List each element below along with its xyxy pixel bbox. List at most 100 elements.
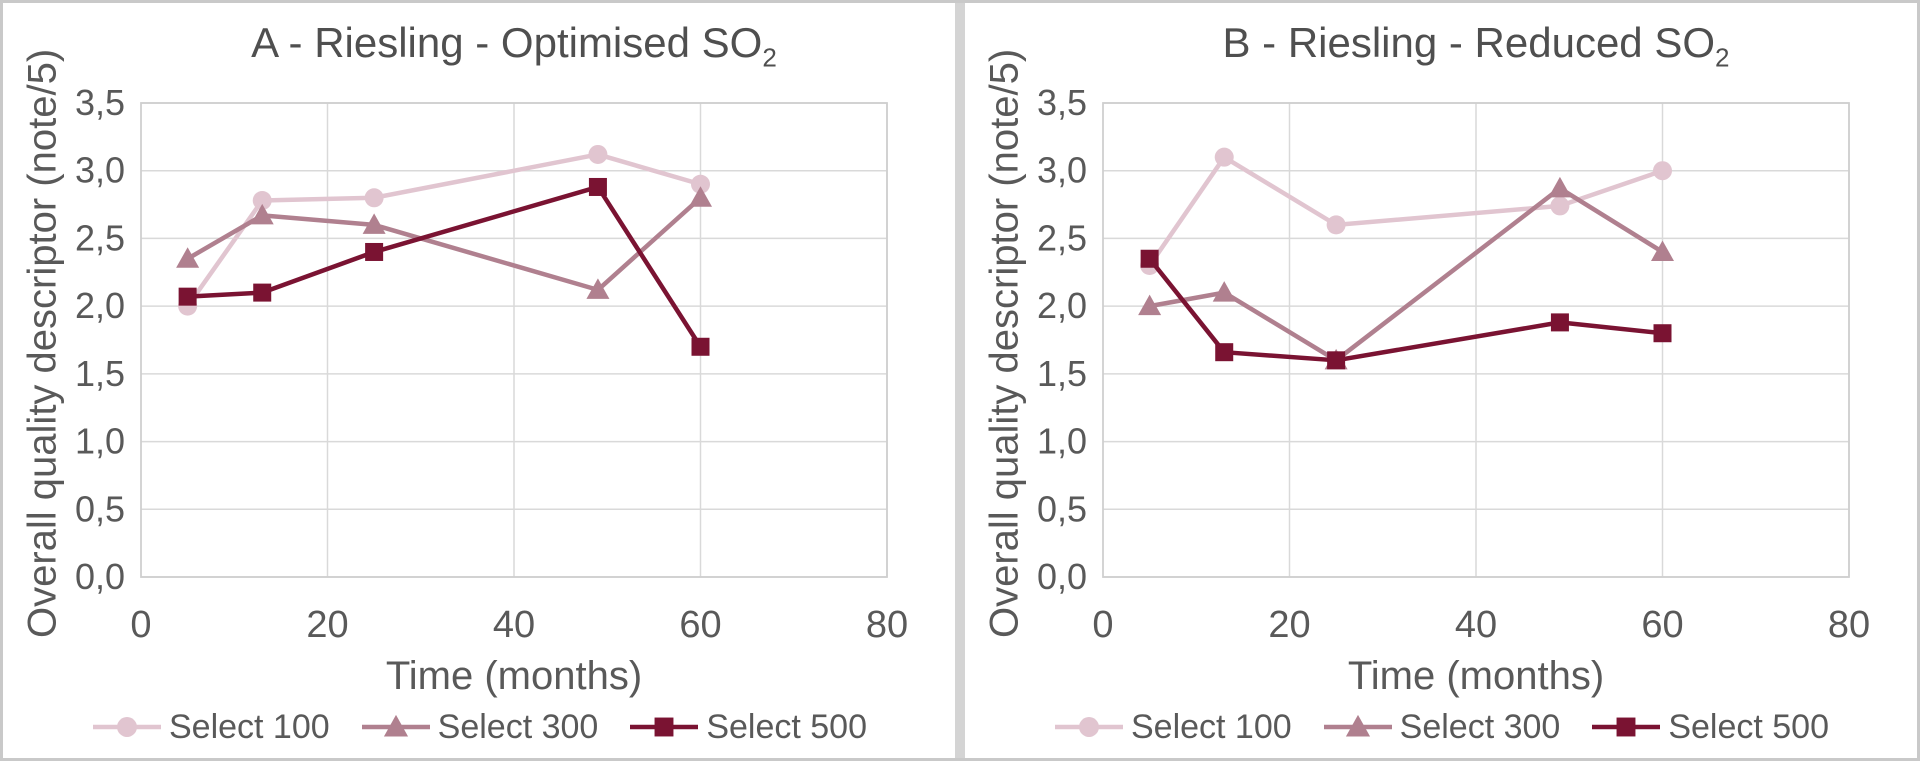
data-point-marker <box>1548 176 1572 198</box>
data-point-marker <box>1653 161 1672 181</box>
x-tick-label: 0 <box>1092 604 1113 643</box>
legend-label-select-300: Select 300 <box>437 707 599 746</box>
data-point-marker <box>362 213 386 234</box>
y-tick-label: 0,5 <box>75 488 125 529</box>
data-point-marker <box>253 283 272 302</box>
y-tick-label: 1,5 <box>75 353 125 394</box>
y-tick-label: 3,5 <box>1037 82 1087 123</box>
data-point-marker <box>1140 249 1159 268</box>
y-tick-label: 1,0 <box>1037 421 1087 462</box>
y-axis-tick-labels: 0,0 0,5 1,0 1,5 2,0 2,5 3,0 3,5 <box>75 82 125 597</box>
data-point-marker <box>1653 324 1672 343</box>
x-tick-label: 60 <box>679 604 721 643</box>
data-point-marker <box>117 717 137 737</box>
data-point-marker <box>1345 714 1370 737</box>
series-select-100 <box>1140 147 1672 276</box>
data-point-marker <box>1215 343 1234 362</box>
chart-title-a: A - Riesling - Optimised SO2 <box>141 17 887 73</box>
y-tick-label: 3,0 <box>1037 150 1087 191</box>
y-tick-label: 0,0 <box>75 556 125 597</box>
data-point-marker <box>1327 351 1346 370</box>
x-tick-label: 40 <box>493 604 535 643</box>
data-point-marker <box>178 287 197 306</box>
data-point-marker <box>1651 240 1674 261</box>
legend-marker-circle-icon <box>92 717 161 737</box>
data-point-marker <box>1616 717 1636 737</box>
x-tick-label: 40 <box>1455 604 1497 643</box>
legend-marker-square-icon <box>1592 717 1661 737</box>
data-point-marker <box>383 714 408 737</box>
chart-title-b: B - Riesling - Reduced SO2 <box>1103 17 1849 73</box>
series-select-100 <box>178 144 710 316</box>
data-point-marker <box>1550 196 1570 216</box>
data-point-marker <box>1212 281 1236 302</box>
x-axis-tick-labels: 0 20 40 60 80 <box>1092 604 1870 643</box>
y-tick-label: 2,5 <box>75 217 125 258</box>
legend-marker-triangle-icon <box>361 714 430 737</box>
data-point-marker <box>588 177 607 196</box>
y-axis-tick-labels: 0,0 0,5 1,0 1,5 2,0 2,5 3,0 3,5 <box>1037 82 1087 597</box>
legend-item-select-100: Select 100 <box>91 708 330 747</box>
y-tick-label: 1,0 <box>75 421 125 462</box>
x-tick-label: 80 <box>1828 604 1870 643</box>
data-point-marker <box>1326 215 1346 235</box>
data-point-marker <box>654 717 674 737</box>
legend-item-select-300: Select 300 <box>360 707 599 747</box>
series-select-500 <box>178 177 710 356</box>
chart-title-a-subscript: 2 <box>762 42 777 73</box>
plot-area-b: 0,0 0,5 1,0 1,5 2,0 2,5 3,0 3,5 0 20 40 60 80 <box>1037 82 1870 643</box>
series-line <box>1147 186 1665 363</box>
data-point-marker <box>176 247 200 268</box>
chart-title-b-text: B - Riesling - Reduced SO <box>1222 19 1716 66</box>
legend-marker-square-icon <box>630 717 699 737</box>
plot-border <box>1102 102 1850 578</box>
y-tick-label: 3,0 <box>75 150 125 191</box>
data-point-marker <box>252 191 272 211</box>
data-point-marker <box>1550 313 1569 332</box>
series-select-300 <box>1138 176 1674 370</box>
x-axis-tick-labels: 0 20 40 60 80 <box>130 604 908 643</box>
legend-item-select-100: Select 100 <box>1053 708 1292 747</box>
x-tick-label: 80 <box>866 604 908 643</box>
chart-title-b-subscript: 2 <box>1715 42 1730 73</box>
data-point-marker <box>1214 147 1234 167</box>
data-point-marker <box>691 174 710 194</box>
data-point-marker <box>364 188 384 208</box>
y-tick-label: 3,5 <box>75 82 125 123</box>
y-tick-label: 0,5 <box>1037 488 1087 529</box>
data-point-marker <box>1079 717 1099 737</box>
legend-label-select-500: Select 500 <box>1668 707 1829 746</box>
x-axis-title-b: Time (months) <box>1347 654 1605 698</box>
legend-b: Select 100 Select 300 Select 500 <box>965 703 1917 751</box>
series-select-500 <box>1140 249 1672 370</box>
legend-label-select-100: Select 100 <box>1130 707 1292 746</box>
data-point-marker <box>250 203 274 225</box>
plot-border <box>140 102 888 578</box>
x-tick-label: 0 <box>130 604 151 643</box>
chart-title-a-text: A - Riesling - Optimised SO <box>251 19 763 66</box>
data-point-marker <box>691 337 710 356</box>
series-select-300 <box>176 186 712 299</box>
gridlines <box>141 102 888 578</box>
x-tick-label: 20 <box>1268 604 1310 643</box>
legend-label-select-100: Select 100 <box>168 707 330 746</box>
y-tick-label: 1,5 <box>1037 353 1087 394</box>
data-point-marker <box>588 144 608 164</box>
data-point-marker <box>689 186 712 207</box>
legend-marker-circle-icon <box>1054 717 1123 737</box>
legend-label-select-300: Select 300 <box>1399 707 1561 746</box>
y-tick-label: 0,0 <box>1037 556 1087 597</box>
plot-area-a: 0,0 0,5 1,0 1,5 2,0 2,5 3,0 3,5 0 20 40 60 80 <box>75 82 908 643</box>
y-tick-label: 2,5 <box>1037 217 1087 258</box>
legend-label-select-500: Select 500 <box>706 707 867 746</box>
data-point-marker <box>365 242 384 261</box>
legend-a: Select 100 Select 300 Select 500 <box>3 703 955 751</box>
data-point-marker <box>1138 294 1162 316</box>
legend-item-select-500: Select 500 <box>1590 708 1829 747</box>
x-tick-label: 20 <box>306 604 348 643</box>
y-tick-label: 2,0 <box>75 285 125 326</box>
y-tick-label: 2,0 <box>1037 285 1087 326</box>
x-axis-title-a: Time (months) <box>385 654 643 698</box>
x-tick-label: 60 <box>1641 604 1683 643</box>
